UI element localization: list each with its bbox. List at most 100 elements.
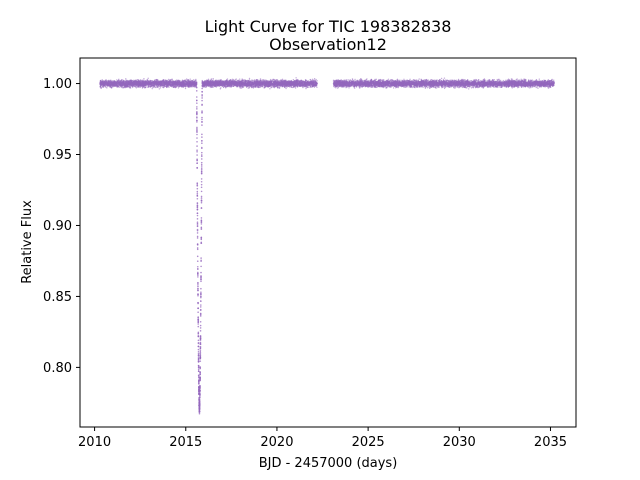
data-point — [128, 84, 131, 87]
data-point — [161, 84, 164, 86]
data-point — [191, 83, 194, 85]
data-point — [180, 82, 183, 84]
data-point — [100, 85, 102, 87]
data-point — [106, 87, 108, 89]
data-point — [285, 87, 287, 90]
data-point — [184, 79, 187, 81]
data-point — [101, 83, 104, 86]
data-point — [159, 83, 161, 86]
data-point — [193, 82, 195, 84]
data-point — [185, 78, 188, 80]
data-point — [194, 81, 197, 84]
data-point — [142, 84, 145, 87]
data-point — [123, 86, 125, 89]
data-point — [190, 82, 193, 84]
data-point — [104, 85, 107, 88]
data-point — [175, 82, 177, 84]
data-point — [138, 83, 140, 85]
data-point — [253, 79, 256, 81]
data-point — [168, 81, 170, 84]
data-point — [167, 84, 169, 86]
data-point — [110, 80, 112, 82]
data-point — [160, 82, 162, 84]
data-point — [189, 78, 191, 80]
data-point — [140, 83, 142, 85]
data-point — [108, 83, 110, 86]
data-point — [161, 80, 164, 83]
data-point — [124, 82, 127, 84]
data-point — [176, 84, 178, 87]
data-point — [261, 85, 264, 88]
data-point — [188, 81, 191, 84]
data-point — [307, 86, 310, 88]
data-point — [129, 81, 131, 84]
data-point — [126, 85, 128, 87]
data-point — [226, 78, 229, 80]
data-point — [113, 82, 115, 84]
data-point — [117, 82, 119, 85]
data-point — [212, 78, 214, 80]
data-point — [316, 86, 318, 89]
data-point — [147, 80, 149, 82]
data-point — [149, 81, 152, 84]
data-point — [165, 83, 167, 85]
data-point — [183, 81, 185, 83]
data-point — [137, 86, 139, 88]
data-point — [159, 87, 162, 89]
data-point — [122, 80, 125, 83]
data-point — [163, 83, 165, 86]
data-point — [181, 82, 184, 85]
data-point — [220, 87, 222, 89]
data-point — [151, 80, 154, 82]
data-point — [144, 86, 146, 89]
data-point — [248, 77, 251, 80]
data-point — [129, 83, 131, 85]
data-point — [302, 86, 304, 89]
data-point — [116, 79, 118, 81]
data-point — [105, 79, 107, 82]
data-point — [120, 80, 123, 83]
data-point — [177, 81, 179, 83]
data-point — [295, 77, 297, 79]
data-point — [113, 84, 115, 87]
data-point — [192, 86, 194, 88]
chart-subtitle: Observation12 — [269, 35, 387, 54]
data-point — [144, 85, 147, 87]
data-point — [99, 79, 102, 82]
data-point — [162, 81, 165, 83]
data-point — [101, 86, 103, 88]
data-point — [125, 84, 128, 86]
data-point — [177, 82, 179, 84]
data-point — [157, 85, 159, 87]
data-point — [153, 85, 156, 87]
data-point — [156, 81, 158, 84]
data-point — [180, 84, 182, 87]
data-point — [130, 81, 132, 83]
data-point — [184, 87, 187, 90]
data-point — [150, 84, 152, 86]
data-point — [181, 84, 184, 87]
data-point — [117, 80, 119, 83]
data-point — [259, 78, 262, 80]
data-point — [144, 80, 147, 82]
data-point — [151, 87, 153, 90]
data-point — [194, 85, 197, 88]
data-point — [315, 78, 317, 81]
data-point — [122, 84, 124, 86]
data-point — [141, 87, 144, 89]
data-point — [128, 86, 131, 88]
data-point — [168, 86, 170, 88]
data-point — [191, 79, 193, 82]
data-point — [143, 83, 146, 85]
data-point — [155, 86, 157, 89]
data-point — [175, 86, 177, 88]
data-point — [193, 79, 195, 81]
data-point — [174, 85, 176, 87]
data-point — [136, 78, 139, 81]
data-point — [118, 86, 121, 88]
data-point — [134, 83, 136, 85]
data-point — [138, 80, 141, 82]
data-point — [151, 82, 153, 84]
data-point — [148, 85, 150, 87]
data-point — [172, 83, 175, 86]
